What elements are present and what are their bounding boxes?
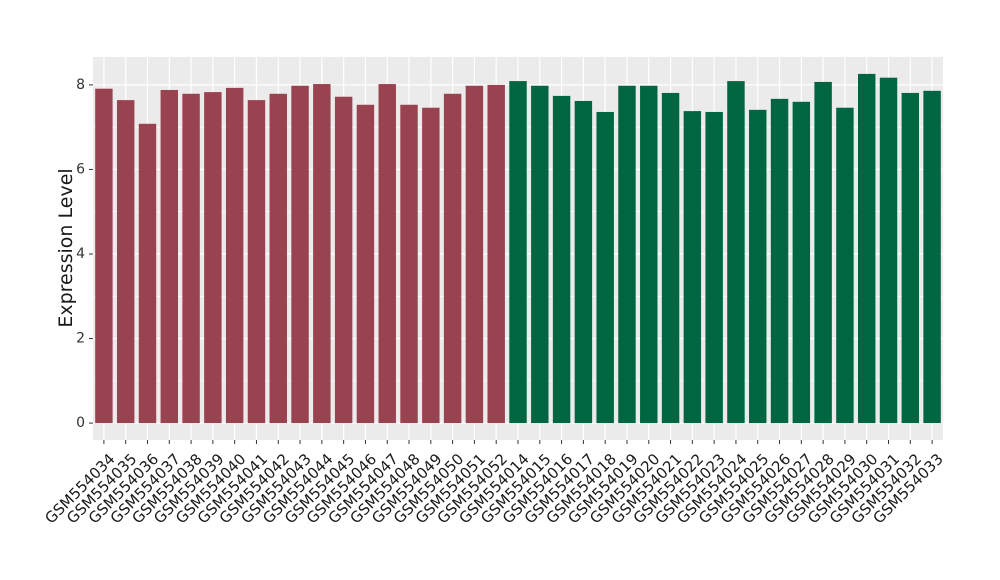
bar: [204, 92, 222, 424]
bar: [792, 101, 811, 424]
bar: [923, 90, 941, 424]
bar: [879, 77, 898, 424]
bar: [683, 111, 702, 424]
bar: [858, 73, 876, 424]
bar: [574, 100, 593, 424]
bar: [531, 85, 549, 424]
bar: [509, 81, 527, 424]
y-axis-label: Expression Level: [55, 168, 77, 327]
bar: [705, 111, 723, 424]
bar: [618, 85, 636, 424]
bar: [116, 100, 135, 424]
bar: [160, 89, 178, 424]
bar: [596, 111, 614, 424]
bar: [247, 100, 266, 424]
bar: [552, 95, 571, 424]
bar: [443, 93, 462, 424]
bar: [640, 85, 658, 424]
bar: [138, 123, 157, 424]
y-tick-label: 0: [76, 415, 85, 431]
y-tick-label: 2: [76, 331, 85, 347]
bar: [378, 84, 396, 424]
bar: [356, 104, 375, 424]
bar: [727, 81, 745, 424]
bar: [225, 87, 244, 424]
bar: [487, 84, 505, 424]
bar: [465, 85, 484, 424]
bar: [661, 92, 680, 424]
bar: [422, 107, 440, 424]
y-tick-label: 8: [76, 77, 85, 93]
bar: [749, 109, 767, 424]
bar: [182, 93, 200, 424]
bar: [901, 92, 920, 424]
bar: [814, 81, 832, 424]
bar: [313, 84, 331, 424]
bar: [291, 85, 309, 424]
bar: [334, 96, 353, 424]
y-tick-label: 6: [76, 161, 85, 177]
bar: [400, 104, 418, 424]
bar: [269, 93, 287, 424]
bar: [770, 98, 789, 424]
bar: [95, 88, 113, 424]
y-tick-label: 4: [76, 246, 85, 262]
bar: [836, 107, 854, 424]
